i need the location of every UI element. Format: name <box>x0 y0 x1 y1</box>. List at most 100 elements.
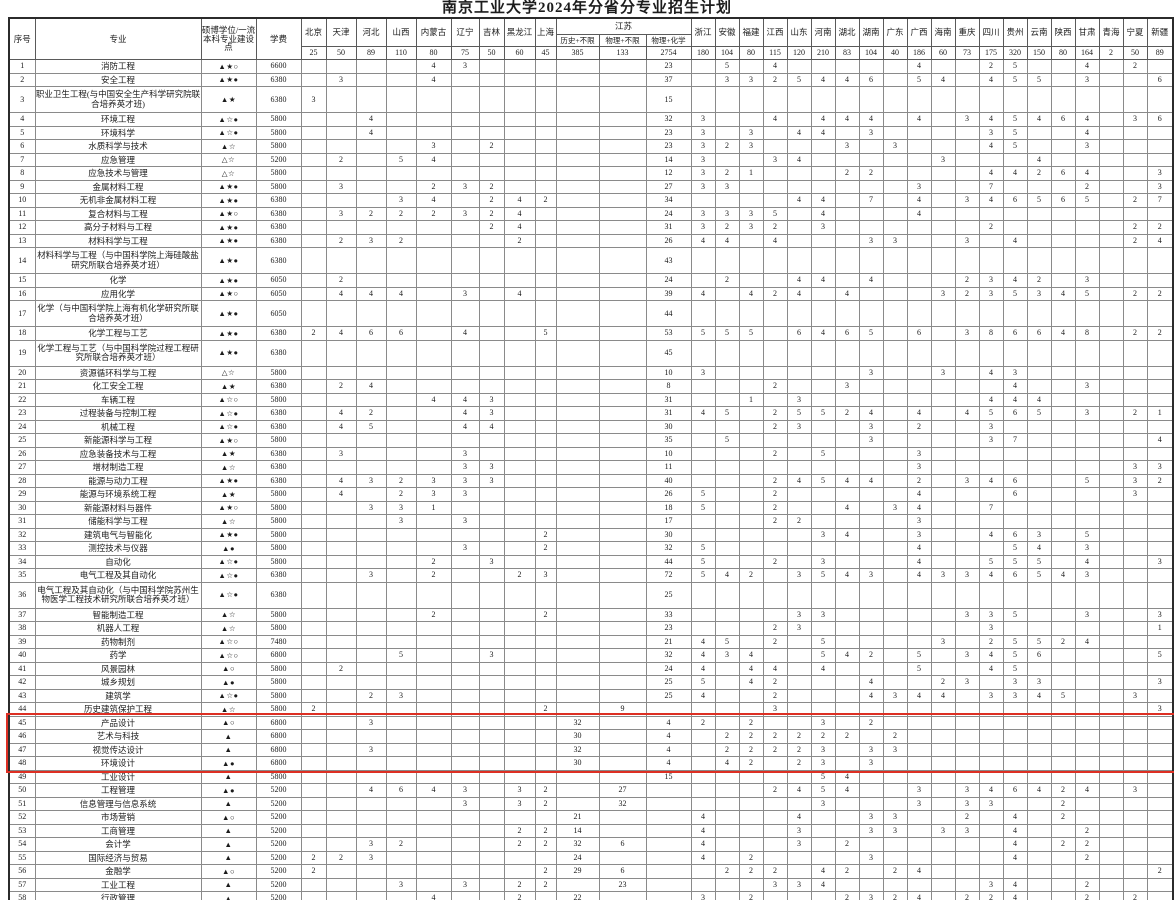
plan-cell-gs <box>1074 648 1100 663</box>
plan-cell-hub <box>834 554 860 569</box>
plan-cell-tj <box>325 339 357 367</box>
plan-cell-gd <box>882 783 908 798</box>
table-row: 13 材料科学与工程 ▲★● 6380 2 3 2 2 26 4 4 4 3 3 3 4 2 4 <box>8 233 1174 248</box>
plan-cell-sh <box>534 891 557 900</box>
plan-cell-hun: 3 <box>858 891 884 900</box>
row-number: 55 <box>8 850 36 865</box>
plan-cell-nmg <box>415 850 452 865</box>
plan-cell-xj <box>1146 568 1174 583</box>
plan-cell-shx: 2 <box>1050 783 1076 798</box>
plan-cell-jx: 2 <box>762 514 788 529</box>
header-province-qh: 青海 <box>1098 17 1124 47</box>
header-province-xj: 新疆 <box>1146 17 1174 47</box>
plan-cell-hain <box>930 527 956 542</box>
row-number: 4 <box>8 112 36 127</box>
plan-cell-hain <box>930 796 956 811</box>
plan-cell-xj <box>1146 810 1174 825</box>
plan-cell-nmg <box>415 406 452 421</box>
plan-cell-sh <box>534 247 557 274</box>
plan-cell-sx <box>385 541 417 556</box>
plan-cell-cq: 2 <box>954 891 980 900</box>
plan-cell-ah <box>714 247 740 274</box>
table-row: 57 工业工程 ▲ 5200 3 3 2 2 23 3 3 4 3 4 2 <box>8 877 1174 892</box>
plan-cell-ln: 4 <box>450 406 480 421</box>
plan-cell-ah: 2 <box>714 273 740 288</box>
plan-cell-hain <box>930 220 956 235</box>
plan-cell-tj <box>325 59 357 74</box>
plan-cell-js_wh: 35 <box>645 433 692 448</box>
plan-cell-fj <box>738 300 764 327</box>
plan-cell-qh <box>1098 634 1124 649</box>
table-row: 45 产品设计 ▲○ 6800 3 32 4 2 2 3 2 <box>8 715 1174 730</box>
header-total-nx: 50 <box>1122 46 1148 60</box>
plan-cell-gd: 3 <box>882 810 908 825</box>
plan-cell-sc <box>978 514 1004 529</box>
row-number: 11 <box>8 206 36 221</box>
plan-cell-fj: 2 <box>738 715 764 730</box>
plan-cell-nmg <box>415 864 452 879</box>
plan-cell-sh <box>534 392 557 407</box>
plan-cell-bj <box>300 152 327 167</box>
plan-cell-cq <box>954 864 980 879</box>
plan-cell-bj <box>300 769 327 784</box>
row-number: 26 <box>8 446 36 461</box>
plan-cell-hen <box>810 581 836 609</box>
header-province-ah: 安徽 <box>714 17 740 47</box>
major-name: 应用化学 <box>34 286 202 301</box>
plan-cell-gz <box>1002 446 1028 461</box>
plan-cell-sd: 4 <box>786 273 812 288</box>
plan-cell-hen <box>810 59 836 74</box>
plan-cell-zj <box>690 460 716 475</box>
plan-cell-ah <box>714 419 740 434</box>
plan-cell-gx <box>906 715 932 730</box>
plan-cell-tj <box>325 621 357 636</box>
table-row: 29 能源与环境系统工程 ▲★ 5800 4 2 3 3 26 5 2 4 6 3 <box>8 487 1174 502</box>
plan-cell-cq: 3 <box>954 823 980 838</box>
degree-badge: ▲☆ <box>200 607 257 622</box>
plan-cell-gs: 3 <box>1074 607 1100 622</box>
plan-cell-jl <box>478 247 505 274</box>
plan-cell-jx <box>762 179 788 194</box>
plan-cell-zj <box>690 729 716 744</box>
plan-cell-qh <box>1098 419 1124 434</box>
row-number: 51 <box>8 796 36 811</box>
plan-cell-gz: 4 <box>1002 877 1028 892</box>
plan-cell-sh <box>534 446 557 461</box>
plan-cell-ah: 5 <box>714 634 740 649</box>
plan-cell-sd: 2 <box>786 742 812 757</box>
plan-cell-qh <box>1098 365 1124 380</box>
plan-cell-ah <box>714 473 740 488</box>
table-row: 16 应用化学 ▲★○ 6050 4 4 4 3 4 39 4 4 2 4 4 3 2 3 5 3 4 5 2 2 <box>8 286 1174 301</box>
plan-cell-sh <box>534 473 557 488</box>
plan-cell-nx <box>1122 756 1148 771</box>
plan-cell-gd <box>882 166 908 181</box>
plan-cell-heb <box>355 59 387 74</box>
plan-cell-hlj: 2 <box>503 823 536 838</box>
plan-cell-heb <box>355 891 387 900</box>
plan-cell-gs: 3 <box>1074 406 1100 421</box>
plan-cell-hub <box>834 233 860 248</box>
header-total-hlj: 60 <box>503 46 536 60</box>
degree-badge: ▲★● <box>200 473 257 488</box>
plan-cell-sx: 4 <box>385 286 417 301</box>
plan-cell-ah <box>714 783 740 798</box>
plan-cell-qh <box>1098 392 1124 407</box>
plan-cell-js_wb <box>598 233 647 248</box>
plan-cell-xj <box>1146 769 1174 784</box>
header-row-number: 序号 <box>8 17 36 60</box>
plan-cell-cq: 3 <box>954 473 980 488</box>
plan-cell-nmg <box>415 648 452 663</box>
plan-cell-hen <box>810 379 836 394</box>
plan-cell-hlj <box>503 179 536 194</box>
plan-cell-hub: 4 <box>834 783 860 798</box>
table-row: 37 智能制造工程 ▲☆ 5800 2 2 33 3 3 3 3 5 3 3 <box>8 607 1174 622</box>
plan-cell-xj: 3 <box>1146 179 1174 194</box>
plan-cell-hun: 3 <box>858 125 884 140</box>
plan-cell-heb <box>355 702 387 717</box>
plan-cell-hen <box>810 675 836 690</box>
plan-cell-cq <box>954 541 980 556</box>
tuition-fee: 5200 <box>255 810 302 825</box>
table-row: 24 机械工程 ▲☆● 6380 4 5 4 4 30 2 3 3 2 3 <box>8 419 1174 434</box>
plan-cell-jl <box>478 152 505 167</box>
plan-cell-gx: 3 <box>906 527 932 542</box>
